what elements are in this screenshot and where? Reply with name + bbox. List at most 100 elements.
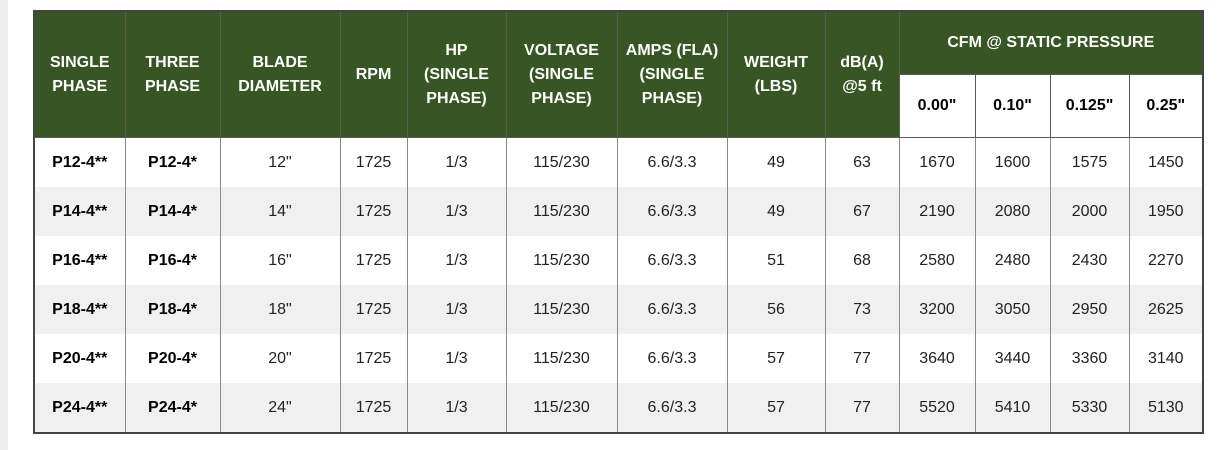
cell-rpm: 1725 — [339, 187, 408, 236]
table-row: P24-4** P24-4* 24" 1725 1/3 115/230 6.6/… — [33, 383, 1204, 433]
header-cfm-group: CFM @ STATIC PRESSURE — [898, 10, 1204, 75]
header-cfm-3: 0.25" — [1128, 74, 1204, 138]
cell-cfm-1: 2080 — [974, 187, 1051, 236]
cell-weight: 56 — [726, 285, 826, 334]
header-blade-diameter: BLADE DIAMETER — [219, 10, 341, 138]
header-amps: AMPS (FLA) (SINGLE PHASE) — [616, 10, 728, 138]
cell-hp: 1/3 — [406, 383, 507, 433]
cell-weight: 57 — [726, 334, 826, 383]
cell-cfm-2: 2000 — [1049, 187, 1130, 236]
cell-cfm-1: 3050 — [974, 285, 1051, 334]
cell-hp: 1/3 — [406, 187, 507, 236]
cell-amps: 6.6/3.3 — [616, 334, 728, 383]
cell-weight: 49 — [726, 137, 826, 187]
cell-dba: 63 — [824, 137, 900, 187]
cell-voltage: 115/230 — [505, 187, 618, 236]
cell-rpm: 1725 — [339, 383, 408, 433]
cell-hp: 1/3 — [406, 236, 507, 285]
header-cfm-1: 0.10" — [974, 74, 1051, 138]
cell-cfm-2: 2950 — [1049, 285, 1130, 334]
cell-cfm-2: 2430 — [1049, 236, 1130, 285]
cell-blade-diameter: 16" — [219, 236, 341, 285]
cell-weight: 51 — [726, 236, 826, 285]
header-hp: HP (SINGLE PHASE) — [406, 10, 507, 138]
cell-cfm-1: 2480 — [974, 236, 1051, 285]
cell-voltage: 115/230 — [505, 285, 618, 334]
table-row: P14-4** P14-4* 14" 1725 1/3 115/230 6.6/… — [33, 187, 1204, 236]
cell-amps: 6.6/3.3 — [616, 137, 728, 187]
cell-voltage: 115/230 — [505, 137, 618, 187]
cell-hp: 1/3 — [406, 334, 507, 383]
cell-blade-diameter: 24" — [219, 383, 341, 433]
cell-weight: 57 — [726, 383, 826, 433]
header-three-phase: THREE PHASE — [124, 10, 221, 138]
cell-rpm: 1725 — [339, 236, 408, 285]
cell-single-phase: P12-4** — [33, 137, 126, 187]
cell-single-phase: P24-4** — [33, 383, 126, 433]
cell-voltage: 115/230 — [505, 236, 618, 285]
table-header: SINGLE PHASE THREE PHASE BLADE DIAMETER … — [33, 10, 1204, 138]
cell-voltage: 115/230 — [505, 334, 618, 383]
cell-cfm-3: 2270 — [1128, 236, 1204, 285]
cell-three-phase: P24-4* — [124, 383, 221, 433]
cell-single-phase: P18-4** — [33, 285, 126, 334]
cell-cfm-0: 2580 — [898, 236, 976, 285]
header-rpm: RPM — [339, 10, 408, 138]
cell-single-phase: P20-4** — [33, 334, 126, 383]
cell-weight: 49 — [726, 187, 826, 236]
cell-cfm-2: 5330 — [1049, 383, 1130, 433]
cell-cfm-1: 5410 — [974, 383, 1051, 433]
fan-spec-table: SINGLE PHASE THREE PHASE BLADE DIAMETER … — [33, 10, 1205, 434]
cell-rpm: 1725 — [339, 137, 408, 187]
header-cfm-0: 0.00" — [898, 74, 976, 138]
cell-cfm-2: 3360 — [1049, 334, 1130, 383]
cell-single-phase: P14-4** — [33, 187, 126, 236]
cell-amps: 6.6/3.3 — [616, 285, 728, 334]
cell-hp: 1/3 — [406, 137, 507, 187]
cell-rpm: 1725 — [339, 285, 408, 334]
table-row: P20-4** P20-4* 20" 1725 1/3 115/230 6.6/… — [33, 334, 1204, 383]
cell-dba: 67 — [824, 187, 900, 236]
cell-three-phase: P20-4* — [124, 334, 221, 383]
cell-dba: 77 — [824, 383, 900, 433]
cell-single-phase: P16-4** — [33, 236, 126, 285]
cell-rpm: 1725 — [339, 334, 408, 383]
cell-blade-diameter: 18" — [219, 285, 341, 334]
header-cfm-2: 0.125" — [1049, 74, 1130, 138]
cell-dba: 68 — [824, 236, 900, 285]
cell-voltage: 115/230 — [505, 383, 618, 433]
table-body: P12-4** P12-4* 12" 1725 1/3 115/230 6.6/… — [33, 137, 1204, 433]
header-dba: dB(A) @5 ft — [824, 10, 900, 138]
cell-cfm-3: 1450 — [1128, 137, 1204, 187]
cell-cfm-0: 3640 — [898, 334, 976, 383]
cell-cfm-2: 1575 — [1049, 137, 1130, 187]
cell-amps: 6.6/3.3 — [616, 236, 728, 285]
cell-cfm-3: 3140 — [1128, 334, 1204, 383]
table-row: P16-4** P16-4* 16" 1725 1/3 115/230 6.6/… — [33, 236, 1204, 285]
cell-three-phase: P16-4* — [124, 236, 221, 285]
cell-cfm-1: 3440 — [974, 334, 1051, 383]
table-row: P18-4** P18-4* 18" 1725 1/3 115/230 6.6/… — [33, 285, 1204, 334]
cell-dba: 73 — [824, 285, 900, 334]
cell-dba: 77 — [824, 334, 900, 383]
header-weight: WEIGHT (LBS) — [726, 10, 826, 138]
cell-cfm-0: 3200 — [898, 285, 976, 334]
cell-blade-diameter: 20" — [219, 334, 341, 383]
cell-cfm-1: 1600 — [974, 137, 1051, 187]
header-voltage: VOLTAGE (SINGLE PHASE) — [505, 10, 618, 138]
cell-blade-diameter: 14" — [219, 187, 341, 236]
cell-cfm-3: 1950 — [1128, 187, 1204, 236]
table-row: P12-4** P12-4* 12" 1725 1/3 115/230 6.6/… — [33, 137, 1204, 187]
cell-cfm-0: 5520 — [898, 383, 976, 433]
cell-blade-diameter: 12" — [219, 137, 341, 187]
cell-cfm-3: 2625 — [1128, 285, 1204, 334]
cell-amps: 6.6/3.3 — [616, 383, 728, 433]
cell-three-phase: P18-4* — [124, 285, 221, 334]
cell-three-phase: P12-4* — [124, 137, 221, 187]
cell-cfm-3: 5130 — [1128, 383, 1204, 433]
cell-amps: 6.6/3.3 — [616, 187, 728, 236]
cell-cfm-0: 2190 — [898, 187, 976, 236]
page-left-strip — [0, 0, 8, 450]
cell-cfm-0: 1670 — [898, 137, 976, 187]
header-single-phase: SINGLE PHASE — [33, 10, 126, 138]
